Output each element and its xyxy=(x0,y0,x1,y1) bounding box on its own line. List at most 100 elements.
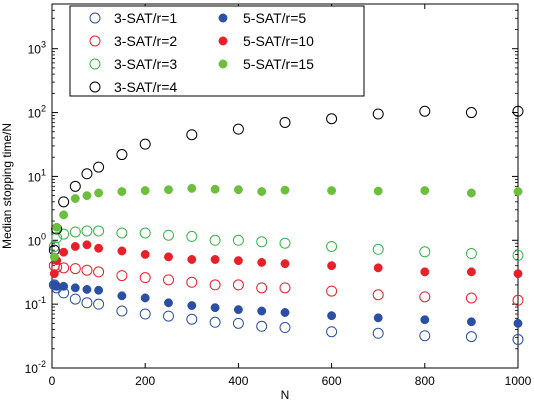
data-point xyxy=(233,305,243,315)
data-point xyxy=(70,283,80,293)
y-tick-label: 103 xyxy=(28,40,46,57)
data-point xyxy=(116,227,128,239)
data-point xyxy=(373,263,383,273)
series-2 xyxy=(48,225,524,261)
data-point xyxy=(140,293,150,303)
legend-label: 3-SAT/r=3 xyxy=(114,56,177,72)
data-point xyxy=(59,281,69,291)
data-point xyxy=(163,229,174,241)
data-point xyxy=(279,237,291,249)
data-point xyxy=(186,276,198,288)
y-tick-label: 101 xyxy=(28,167,46,184)
data-point xyxy=(209,279,221,291)
data-point xyxy=(186,129,198,141)
data-point xyxy=(419,105,431,117)
data-point xyxy=(187,301,197,311)
data-point xyxy=(513,269,523,279)
data-point xyxy=(94,188,104,198)
data-point xyxy=(49,269,59,279)
data-point xyxy=(70,194,80,204)
data-point xyxy=(94,285,104,295)
x-tick-label: 200 xyxy=(135,374,155,388)
data-point xyxy=(140,249,150,259)
data-point xyxy=(94,243,104,253)
data-point xyxy=(58,262,70,274)
data-point xyxy=(326,113,338,125)
data-point xyxy=(186,230,198,242)
data-point xyxy=(93,298,105,310)
series-0 xyxy=(48,279,524,345)
data-point xyxy=(82,284,92,294)
data-point xyxy=(52,222,62,232)
y-axis-title: Median stopping time/N xyxy=(0,123,14,249)
legend-label: 5-SAT/r=15 xyxy=(243,56,314,72)
data-point xyxy=(372,289,384,301)
legend-marker xyxy=(89,35,101,47)
data-point xyxy=(210,184,220,194)
data-point xyxy=(372,108,384,120)
data-point xyxy=(420,267,430,277)
data-point xyxy=(280,259,290,269)
data-point xyxy=(256,236,268,248)
data-point xyxy=(327,311,337,321)
data-point xyxy=(419,246,431,258)
y-tick-label: 102 xyxy=(28,104,46,121)
data-point xyxy=(465,107,477,119)
data-point xyxy=(512,294,524,306)
data-point xyxy=(512,333,524,345)
data-point xyxy=(233,185,243,195)
data-point xyxy=(69,293,81,305)
data-point xyxy=(93,266,105,278)
data-point xyxy=(164,298,173,308)
data-point xyxy=(513,187,523,196)
data-point xyxy=(163,310,174,322)
data-point xyxy=(187,255,197,264)
data-point xyxy=(373,186,383,196)
legend-marker xyxy=(89,58,101,70)
x-tick-label: 800 xyxy=(415,374,435,388)
data-point xyxy=(420,315,430,325)
legend-label: 3-SAT/r=4 xyxy=(114,79,177,95)
data-point xyxy=(373,313,383,323)
data-point xyxy=(210,255,220,264)
legend-marker xyxy=(89,81,101,93)
legend-label: 3-SAT/r=1 xyxy=(114,10,177,26)
data-point xyxy=(209,316,221,328)
y-tick-label: 10-2 xyxy=(25,359,46,376)
data-point xyxy=(256,320,268,332)
data-point xyxy=(93,161,105,173)
data-point xyxy=(232,123,244,135)
data-point xyxy=(419,291,431,303)
series-1 xyxy=(48,260,524,306)
data-point xyxy=(58,196,70,208)
data-point xyxy=(512,249,524,261)
data-point xyxy=(82,240,92,250)
data-point xyxy=(59,247,69,257)
data-point xyxy=(232,279,244,291)
x-tick-label: 600 xyxy=(322,374,342,388)
data-point xyxy=(81,264,93,276)
x-tick-label: 400 xyxy=(228,374,248,388)
data-point xyxy=(163,274,174,286)
data-point xyxy=(232,234,244,246)
data-point xyxy=(116,305,128,317)
data-point xyxy=(466,317,476,327)
data-point xyxy=(140,186,150,196)
data-point xyxy=(327,261,337,271)
data-point xyxy=(420,186,430,196)
data-point xyxy=(419,330,431,342)
legend-marker xyxy=(218,13,228,23)
series-6 xyxy=(49,183,523,262)
data-point xyxy=(280,308,290,317)
data-point xyxy=(232,317,244,329)
data-point xyxy=(326,326,338,338)
data-point xyxy=(256,282,268,294)
series-3 xyxy=(48,105,524,256)
data-point xyxy=(81,168,93,180)
data-point xyxy=(466,188,476,198)
data-point xyxy=(139,308,151,320)
legend-label: 5-SAT/r=5 xyxy=(243,10,306,26)
series-4 xyxy=(49,280,523,328)
data-point xyxy=(81,297,93,309)
legend-label: 5-SAT/r=10 xyxy=(243,33,314,49)
